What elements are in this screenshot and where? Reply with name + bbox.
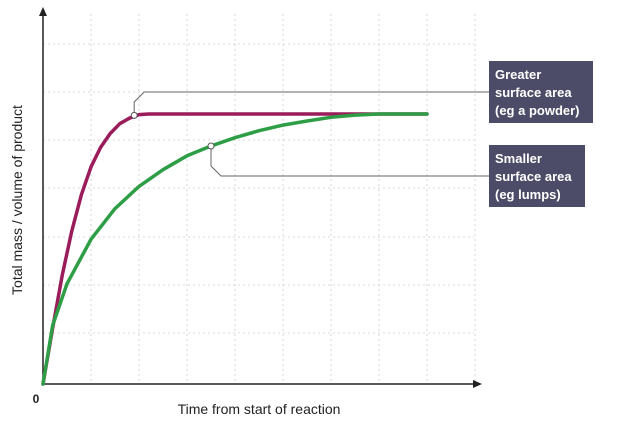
callout-box-2 <box>489 145 585 207</box>
y-axis-label: Total mass / volume of product <box>9 105 25 295</box>
x-axis-arrow <box>473 380 482 388</box>
annotation-marker-2 <box>207 142 215 150</box>
callouts: Greater surface area (eg a powder) Smaller s… <box>489 61 593 207</box>
callout-text-1-2: surface area <box>495 85 572 100</box>
callout-text-2-1: Smaller <box>495 151 542 166</box>
leader-line-1 <box>133 91 489 116</box>
axes <box>39 7 482 388</box>
callout-text-1-1: Greater <box>495 67 541 82</box>
origin-label: 0 <box>33 392 40 406</box>
grid <box>43 14 476 384</box>
leader-line-2 <box>210 146 489 177</box>
annotation-marker-1 <box>130 111 138 119</box>
callout-text-2-2: surface area <box>495 169 572 184</box>
leader-lines <box>130 91 489 177</box>
y-axis-arrow <box>39 7 47 16</box>
callout-text-1-3: (eg a powder) <box>495 103 580 118</box>
callout-box-1 <box>489 61 593 123</box>
series-line-1 <box>41 112 429 386</box>
x-axis-label: Time from start of reaction <box>178 401 341 417</box>
callout-text-2-3: (eg lumps) <box>495 187 561 202</box>
